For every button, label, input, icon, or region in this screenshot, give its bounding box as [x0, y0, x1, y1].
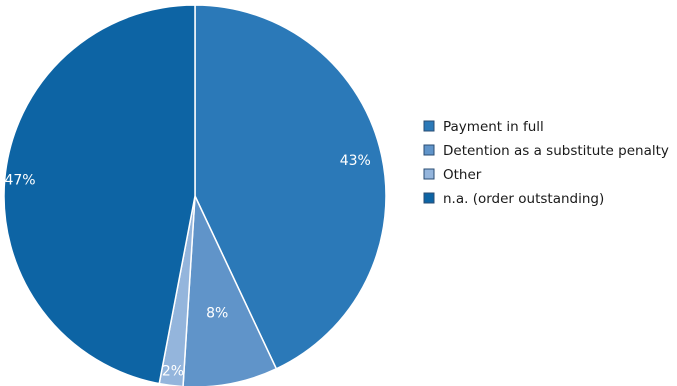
legend-label-detention-as-a-substitute-penalty: Detention as a substitute penalty: [443, 143, 669, 159]
pie-slice-payment-in-full: [194, 4, 387, 370]
legend-swatch-payment-in-full: [423, 120, 435, 132]
slice-label-other: 2%: [162, 363, 184, 379]
pie-slice-labels: 43% 8% 2% 47%: [4, 153, 370, 379]
pie-slices: [3, 4, 387, 386]
slice-label-payment-in-full: 43%: [340, 153, 371, 169]
legend-swatch-n-a-order-outstanding: [423, 192, 435, 204]
legend-label-payment-in-full: Payment in full: [443, 119, 544, 135]
legend-label-n-a-order-outstanding: n.a. (order outstanding): [443, 191, 604, 207]
legend: Payment in full Detention as a substitute…: [423, 119, 669, 207]
pie-slice-detention-as-a-substitute-penalty: [182, 195, 278, 386]
slice-label-n-a-order-outstanding: 47%: [4, 172, 35, 188]
pie-slice-n-a-order-outstanding: [3, 4, 196, 385]
legend-label-other: Other: [443, 167, 482, 183]
legend-swatch-other: [423, 168, 435, 180]
slice-label-detention-as-a-substitute-penalty: 8%: [206, 305, 228, 321]
legend-swatch-detention-as-a-substitute-penalty: [423, 144, 435, 156]
